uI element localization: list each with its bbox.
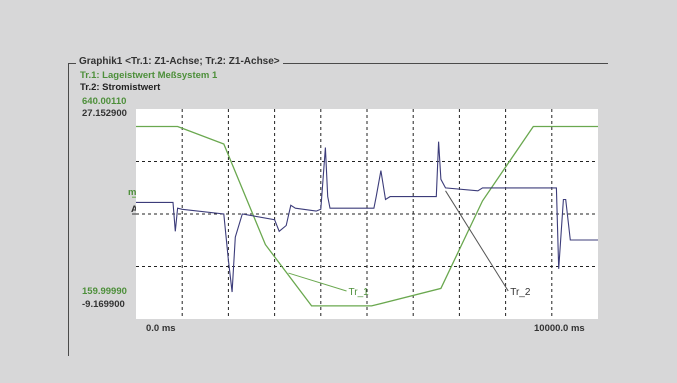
trace1-label-leader bbox=[288, 272, 347, 292]
graph-title: Graphik1 <Tr.1: Z1-Achse; Tr.2: Z1-Achse… bbox=[76, 56, 283, 67]
axis-ticks bbox=[132, 196, 136, 215]
graph-panel: Graphik1 <Tr.1: Z1-Achse; Tr.2: Z1-Achse… bbox=[68, 56, 608, 356]
legend-trace1: Tr.1: Lageistwert Meßsystem 1 bbox=[80, 70, 218, 81]
trace1-label: Tr_1 bbox=[349, 287, 370, 298]
y-unit-trace2: A bbox=[131, 204, 138, 215]
y-max-trace2: 27.152900 bbox=[82, 108, 127, 119]
series-line-trace1 bbox=[136, 125, 598, 307]
grid bbox=[136, 109, 598, 319]
legend-trace2: Tr.2: Stromistwert bbox=[80, 82, 161, 93]
y-max-trace1: 640.00110 bbox=[82, 96, 127, 107]
series-line-trace2 bbox=[136, 141, 598, 293]
plot-svg: Tr_1 Tr_2 bbox=[132, 109, 598, 319]
x-end-label: 10000.0 ms bbox=[534, 323, 585, 334]
y-min-trace2: -9.169900 bbox=[82, 299, 125, 310]
trace2-label-leader bbox=[445, 190, 509, 292]
frame-top-line bbox=[68, 63, 608, 64]
frame-left-line bbox=[68, 63, 69, 356]
x-start-label: 0.0 ms bbox=[146, 323, 176, 334]
y-min-trace1: 159.99990 bbox=[82, 286, 127, 297]
trace2-label: Tr_2 bbox=[510, 287, 531, 298]
